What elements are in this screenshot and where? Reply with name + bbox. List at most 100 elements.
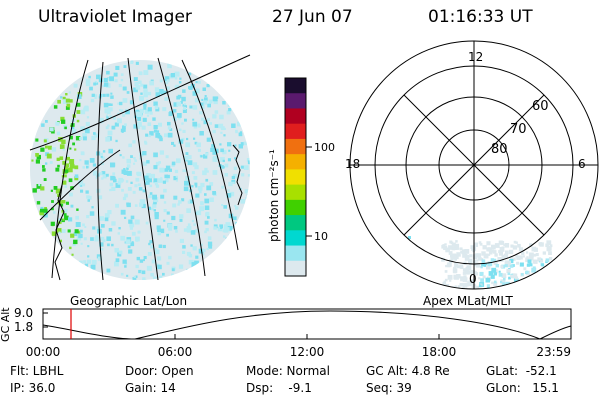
glow-pixel <box>62 160 67 165</box>
glow-pixel <box>244 165 249 170</box>
glow-pixel <box>82 136 87 141</box>
glow-pixel <box>69 159 75 164</box>
glow-pixel <box>86 196 89 199</box>
polar-glow-pixel <box>462 278 466 282</box>
glow-pixel <box>163 188 167 193</box>
glow-pixel <box>202 248 206 253</box>
polar-glow-pixel <box>548 287 553 289</box>
colorbar-segment <box>285 108 306 125</box>
glow-pixel <box>108 148 113 154</box>
glow-pixel <box>173 176 178 181</box>
glow-pixel <box>73 232 78 236</box>
glow-pixel <box>190 199 194 204</box>
glow-pixel <box>111 243 114 247</box>
polar-glow-pixel <box>510 257 513 260</box>
polar-glow-pixel <box>520 283 523 286</box>
glow-pixel <box>110 162 115 168</box>
glow-pixel <box>203 120 208 125</box>
polar-glow-pixel <box>457 285 460 288</box>
glow-pixel <box>102 93 106 97</box>
glow-pixel <box>129 226 133 230</box>
glow-pixel <box>175 179 178 182</box>
glow-pixel <box>135 111 140 116</box>
glow-pixel <box>110 175 115 181</box>
glow-pixel <box>40 147 45 152</box>
polar-glow-pixel <box>454 275 459 280</box>
polar-glow-pixel <box>544 267 547 271</box>
glow-pixel <box>179 214 184 219</box>
glow-pixel <box>63 213 67 216</box>
glow-pixel <box>78 233 83 239</box>
glow-pixel <box>173 195 178 200</box>
glow-pixel <box>238 122 241 126</box>
glow-pixel <box>122 86 127 91</box>
glow-pixel <box>199 206 205 212</box>
glow-pixel <box>202 253 205 256</box>
polar-glow-pixel <box>476 259 479 262</box>
glow-pixel <box>126 164 131 168</box>
glow-pixel <box>49 127 54 132</box>
glow-pixel <box>191 219 195 223</box>
glow-pixel <box>153 125 158 130</box>
colorbar-segment <box>285 215 306 231</box>
glow-pixel <box>163 209 167 213</box>
polar-glow-pixel <box>494 243 500 248</box>
polar-glow-pixel <box>533 247 538 252</box>
glow-pixel <box>126 158 131 164</box>
glow-pixel <box>143 259 145 262</box>
glow-pixel <box>109 182 114 187</box>
glow-pixel <box>138 80 142 84</box>
glow-pixel <box>107 124 110 127</box>
glow-pixel <box>115 65 120 70</box>
glow-pixel <box>224 163 229 168</box>
glow-pixel <box>162 180 166 184</box>
polar-glow-pixel <box>535 289 537 291</box>
glow-pixel <box>174 169 179 174</box>
glow-pixel <box>220 157 225 162</box>
glow-pixel <box>176 95 180 100</box>
glow-pixel <box>223 205 227 209</box>
glow-pixel <box>57 164 60 168</box>
glow-pixel <box>167 126 172 130</box>
glow-pixel <box>108 107 113 112</box>
altitude-timeline[interactable]: 9.0 1.8 GC Alt 00:00 06:00 12:00 18:00 2… <box>0 306 572 359</box>
glow-pixel <box>227 226 233 231</box>
glow-pixel <box>125 239 131 245</box>
glow-pixel <box>85 81 91 87</box>
glow-pixel <box>102 150 106 153</box>
polar-glow-pixel <box>459 264 464 269</box>
glow-pixel <box>69 163 75 169</box>
glow-pixel <box>142 189 146 193</box>
glow-pixel <box>129 100 134 105</box>
glow-pixel <box>134 82 139 87</box>
glow-pixel <box>223 134 226 137</box>
glow-pixel <box>80 126 85 131</box>
glow-pixel <box>76 208 79 211</box>
glow-pixel <box>45 120 48 123</box>
polar-glow-pixel <box>514 286 520 289</box>
polar-glow-pixel <box>464 249 470 254</box>
glow-pixel <box>143 89 148 94</box>
glow-pixel <box>213 99 218 105</box>
glow-pixel <box>144 141 148 145</box>
polar-glow-pixel <box>522 278 528 284</box>
glow-pixel <box>78 180 84 185</box>
geo-image-panel[interactable] <box>29 54 252 284</box>
glow-pixel <box>149 131 154 136</box>
polar-glow-pixel <box>491 281 494 285</box>
glow-pixel <box>156 249 160 253</box>
glow-pixel <box>192 91 198 96</box>
glow-pixel <box>80 109 86 115</box>
polar-plot[interactable]: 12 18 6 0 60 70 80 <box>345 40 599 293</box>
glow-pixel <box>125 180 129 183</box>
polar-glow-pixel <box>500 279 506 285</box>
polar-glow-pixel <box>532 259 537 264</box>
polar-glow-pixel <box>519 262 524 267</box>
glow-pixel <box>217 226 223 232</box>
geo-grid-line <box>97 61 104 281</box>
glow-pixel <box>174 76 178 80</box>
glow-pixel <box>149 80 154 86</box>
glow-pixel <box>135 85 141 90</box>
glow-pixel <box>238 132 243 137</box>
geo-grid-line <box>29 54 251 151</box>
